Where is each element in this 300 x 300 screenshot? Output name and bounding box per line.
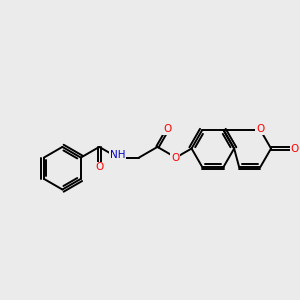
Text: O: O (171, 154, 179, 164)
Text: O: O (256, 124, 265, 134)
Text: NH: NH (110, 150, 125, 160)
Text: O: O (95, 162, 103, 172)
Text: O: O (163, 124, 172, 134)
Text: O: O (291, 143, 299, 154)
